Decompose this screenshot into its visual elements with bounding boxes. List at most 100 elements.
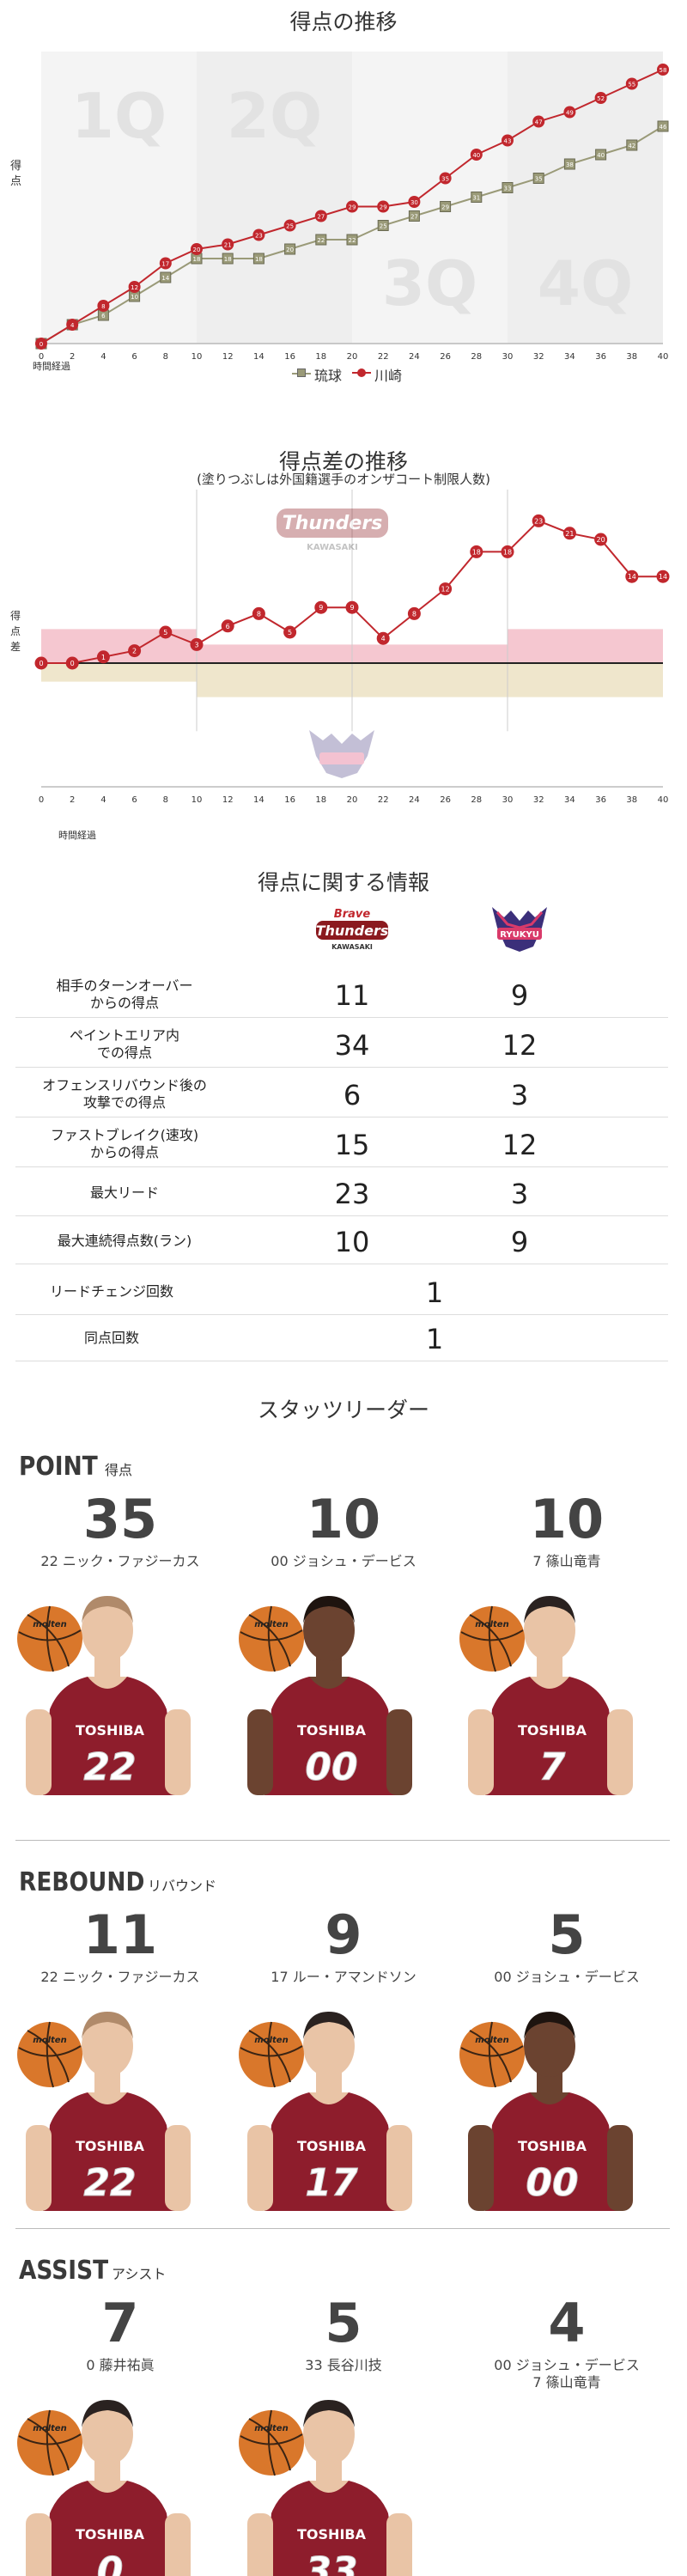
ryukyu-value-label: 22 — [349, 237, 356, 244]
x-tick-label: 0 — [39, 795, 44, 805]
x-tick-label: 8 — [163, 352, 168, 362]
ryukyu-value-label: 31 — [472, 195, 480, 202]
diff-point — [562, 527, 576, 540]
jersey-sponsor: TOSHIBA — [76, 1722, 145, 1739]
x-tick-label: 32 — [533, 352, 544, 362]
right-arm — [607, 1709, 633, 1795]
left-arm — [26, 2513, 52, 2576]
leader-player-name: 22 ニック・ファジーカス — [13, 1969, 228, 1986]
diff-value-label: 18 — [503, 548, 512, 556]
kawasaki-value-label: 30 — [410, 199, 418, 206]
leader-category-sub: 得点 — [105, 1462, 133, 1478]
kawasaki-value-label: 40 — [472, 152, 480, 159]
leader-player-name: 7 篠山竜青 — [459, 1553, 674, 1570]
jersey-number: 00 — [305, 1745, 357, 1789]
leader-player-name: 33 長谷川技 — [236, 2357, 451, 2374]
info-row-divider — [15, 1067, 668, 1068]
foreign-band-neg-2 — [197, 663, 352, 697]
ryukyu-point — [657, 120, 669, 132]
leader-value: 10 — [529, 1488, 605, 1550]
diff-value-label: 4 — [381, 635, 386, 642]
info-row-divider — [15, 1017, 668, 1018]
info-row-label-line: 最大リード — [89, 1184, 159, 1201]
basketball-icon — [239, 2022, 304, 2087]
x-tick-label: 38 — [626, 795, 637, 805]
jersey — [266, 2481, 398, 2576]
leader-value: 9 — [325, 1903, 362, 1966]
logo-kawasaki: KAWASAKI — [331, 943, 373, 951]
leader-player-name: 00 ジョシュ・デービス — [459, 1969, 674, 1986]
x-tick-label: 38 — [626, 352, 637, 362]
diff-point — [221, 619, 234, 633]
ryukyu-logo: RYUKYU — [485, 902, 554, 955]
ryukyu-value-label: 10 — [131, 294, 138, 301]
jersey-number: 7 — [539, 1745, 566, 1789]
hair — [303, 2400, 355, 2427]
leader-value: 4 — [548, 2292, 586, 2354]
ball-brand: molten — [33, 1620, 66, 1629]
leader-player-name: 00 ジョシュ・デービス 7 篠山竜青 — [459, 2357, 674, 2391]
hair — [82, 2400, 133, 2427]
info-row-label-line: 攻撃での得点 — [82, 1094, 166, 1111]
player-figure: molten TOSHIBA 7 — [459, 1596, 633, 1795]
diff-value-label: 23 — [534, 517, 543, 525]
kawasaki-value-label: 17 — [161, 261, 169, 268]
jersey-number: 0 — [97, 2549, 124, 2576]
scoring-info-title: 得点に関する情報 — [257, 870, 429, 895]
info-row-label: ファストブレイク(速攻) からの得点 — [17, 1127, 232, 1161]
ball-brand: molten — [475, 2036, 508, 2045]
kawasaki-point — [252, 228, 265, 241]
leader-category-sub: アシスト — [112, 2266, 167, 2282]
kawasaki-value-label: 25 — [286, 223, 294, 230]
info-row-ryukyu-value: 12 — [502, 1029, 538, 1062]
info-row-label-line: 同点回数 — [83, 1330, 139, 1346]
ryukyu-point — [626, 139, 638, 151]
basketball-icon — [459, 1606, 525, 1672]
head — [524, 1599, 575, 1661]
ball-brand: molten — [254, 2036, 288, 2045]
diff-point — [532, 514, 545, 527]
left-arm — [247, 2125, 273, 2211]
score-progress-xcaption: 時間経過 — [33, 361, 70, 372]
watermark-wing — [309, 730, 374, 778]
info-row-kawasaki-value: 34 — [334, 1029, 370, 1062]
x-tick-label: 16 — [284, 795, 295, 805]
ryukyu-point — [471, 192, 483, 203]
right-arm — [386, 1709, 412, 1795]
kawasaki-point — [35, 338, 47, 350]
quarter-band-2 — [197, 52, 352, 344]
diff-value-label: 6 — [226, 623, 230, 630]
logo-brave: Brave — [334, 908, 371, 921]
info-row-label: オフェンスリバウンド後の 攻撃での得点 — [17, 1077, 232, 1111]
info-row-ryukyu-value: 9 — [510, 979, 529, 1012]
jersey-number: 22 — [83, 1745, 136, 1789]
kawasaki-point — [594, 92, 607, 104]
head — [303, 2403, 355, 2465]
x-tick-label: 28 — [471, 352, 482, 362]
player-figure: molten TOSHIBA 22 — [17, 2012, 191, 2211]
x-tick-label: 14 — [253, 352, 264, 362]
watermark-banner — [277, 509, 388, 538]
x-tick-label: 12 — [222, 352, 234, 362]
kawasaki-point — [502, 134, 514, 147]
jersey — [485, 2092, 621, 2211]
x-tick-label: 10 — [192, 352, 203, 362]
jersey — [264, 2092, 400, 2211]
kawasaki-value-label: 23 — [255, 233, 263, 240]
ryukyu-point — [284, 243, 296, 255]
ball-seams — [240, 2021, 303, 2088]
ryukyu-value-label: 27 — [410, 214, 418, 221]
x-tick-label: 10 — [192, 795, 203, 805]
info-row-divider — [15, 1314, 668, 1315]
ryukyu-point — [408, 210, 420, 222]
head — [82, 2015, 133, 2077]
kawasaki-value-label: 29 — [349, 204, 356, 211]
ball-brand: molten — [33, 2036, 66, 2045]
ryukyu-value-label: 6 — [101, 313, 106, 320]
ryukyu-value-label: 18 — [255, 256, 263, 263]
right-arm — [386, 2513, 412, 2576]
foreign-band-neg-3 — [352, 663, 508, 697]
hair — [303, 1596, 355, 1623]
kawasaki-point — [563, 106, 576, 119]
diff-point — [407, 606, 421, 620]
